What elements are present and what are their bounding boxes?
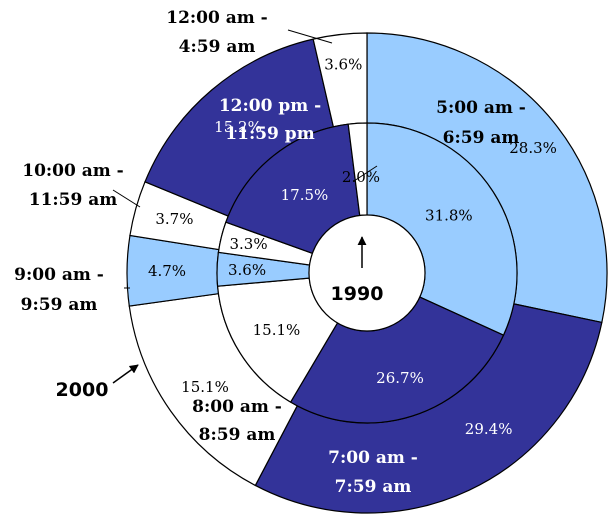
category-label-12-00-am-4-59-am: 12:00 am -4:59 am: [166, 8, 268, 57]
inner-value-label: 3.6%: [228, 261, 266, 279]
leader-line: [353, 165, 378, 182]
inner-value-label: 2.0%: [342, 168, 380, 186]
outer-value-label: 3.7%: [155, 210, 193, 228]
ring-label-inner: 1990: [331, 283, 384, 305]
outer-ring-arrow: [112, 364, 139, 384]
category-label-9-00-am-9-59-am: 9:00 am -9:59 am: [14, 265, 104, 315]
outer-value-label: 4.7%: [148, 262, 186, 280]
outer-value-label: 15.2%: [214, 118, 262, 136]
category-label-10-00-am-11-59-am: 10:00 am -11:59 am: [22, 161, 124, 210]
outer-value-label: 3.6%: [324, 55, 362, 73]
category-label-12-00-pm-11-59-pm: 12:00 pm -11:59 pm: [219, 96, 321, 144]
inner-value-label: 31.8%: [425, 207, 473, 225]
center-hole: [308, 214, 426, 332]
category-label-7-00-am-7-59-am: 7:00 am -7:59 am: [328, 448, 418, 497]
ring-labels: 1990 2000: [56, 236, 384, 401]
inner-value-label: 15.1%: [253, 321, 301, 339]
value-labels: 28.3% 29.4% 15.1% 4.7% 3.7% 15.2% 3.6% 31.8% 26.…: [148, 55, 557, 438]
outer-value-label: 28.3%: [509, 139, 557, 157]
ring-label-outer: 2000: [56, 379, 109, 401]
inner-ring-1990: [216, 122, 518, 424]
inner-value-label: 17.5%: [281, 186, 329, 204]
leader-lines: [112, 29, 378, 289]
leader-line: [112, 189, 141, 208]
inner-value-label: 26.7%: [376, 369, 424, 387]
inner-value-label: 3.3%: [229, 235, 267, 253]
outer-value-label: 15.1%: [181, 378, 229, 396]
outer-value-label: 29.4%: [465, 420, 513, 438]
outer-ring-2000: [126, 32, 608, 514]
category-label-5-00-am-6-59-am: 5:00 am -6:59 am: [436, 98, 526, 148]
category-label-8-00-am-8-59-am: 8:00 am -8:59 am: [192, 397, 282, 445]
leader-line: [287, 29, 333, 44]
category-labels: 5:00 am -6:59 am 7:00 am -7:59 am 8:00 am …: [14, 8, 526, 497]
